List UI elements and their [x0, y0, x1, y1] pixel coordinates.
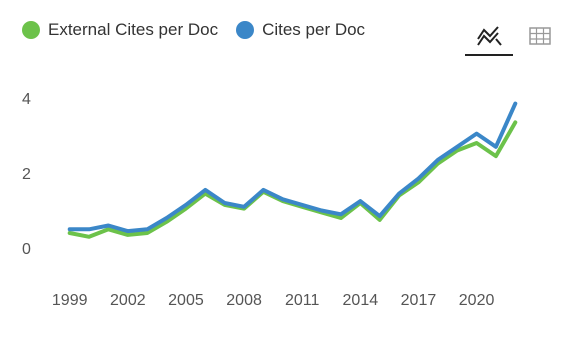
legend-label-cites-per-doc: Cites per Doc — [262, 20, 366, 39]
view-toolbar — [465, 18, 555, 56]
legend-swatch-cites-per-doc — [236, 21, 255, 39]
chart-legend: External Cites per Doc Cites per Doc — [22, 20, 365, 40]
x-tick-label: 1999 — [52, 292, 88, 309]
legend-item-external-cites[interactable]: External Cites per Doc — [22, 20, 218, 40]
line-view-button[interactable] — [465, 18, 513, 56]
line-chart-icon — [477, 26, 502, 46]
table-view-button[interactable] — [525, 18, 555, 54]
legend-swatch-external-cites — [22, 21, 40, 39]
table-icon — [529, 27, 551, 45]
y-tick-label: 0 — [22, 241, 31, 258]
legend-item-cites-per-doc[interactable]: Cites per Doc — [236, 20, 365, 40]
x-tick-label: 2002 — [110, 292, 146, 309]
x-tick-label: 2008 — [226, 292, 262, 309]
x-tick-label: 2005 — [168, 292, 204, 309]
y-tick-label: 4 — [22, 91, 31, 108]
y-tick-label: 2 — [22, 166, 31, 183]
legend-label-external-cites: External Cites per Doc — [48, 20, 219, 39]
x-tick-label: 2017 — [401, 292, 437, 309]
series-line-external-cites[interactable] — [67, 120, 518, 239]
x-tick-label: 2011 — [285, 292, 320, 309]
x-tick-label: 2020 — [459, 292, 495, 309]
series-line-cites-per-doc[interactable] — [67, 101, 518, 234]
x-tick-label: 2014 — [343, 292, 379, 309]
